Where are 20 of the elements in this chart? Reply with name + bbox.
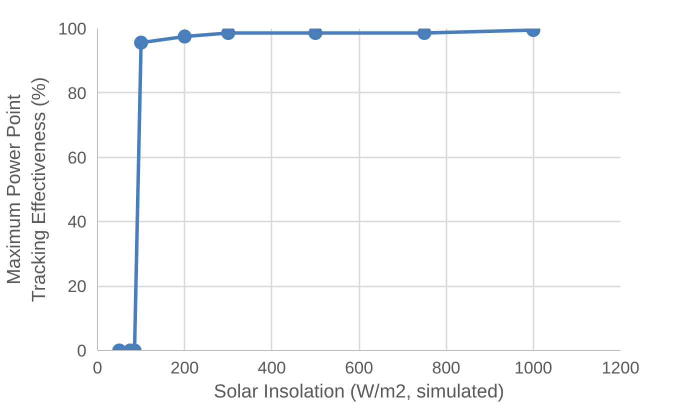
- point: [221, 28, 236, 40]
- x-tick-label: 0: [92, 358, 102, 378]
- x-tick-label: 200: [170, 358, 199, 378]
- x-tick-label: 400: [258, 358, 286, 378]
- y-tick-label: 20: [68, 277, 87, 296]
- y-tick-label: 80: [68, 84, 87, 103]
- point: [417, 28, 432, 40]
- point: [134, 36, 148, 50]
- x-tick-label: 600: [344, 358, 374, 378]
- y-tick-label: 60: [68, 148, 87, 168]
- x-tick-label: 1000: [514, 358, 552, 378]
- point: [178, 30, 192, 44]
- y-tick-label: 0: [77, 342, 87, 360]
- y-tick-label: 40: [68, 212, 87, 232]
- x-tick-label: 1200: [602, 358, 640, 378]
- x-tick-label: 800: [432, 358, 460, 378]
- x-axis-title: Solar Insolation (W/m2, simulated): [214, 382, 504, 402]
- y-axis-title: Maximum Power Point Tracking Effectiveness (%): [4, 77, 50, 302]
- y-tick-label: 100: [58, 20, 87, 38]
- point: [308, 28, 322, 40]
